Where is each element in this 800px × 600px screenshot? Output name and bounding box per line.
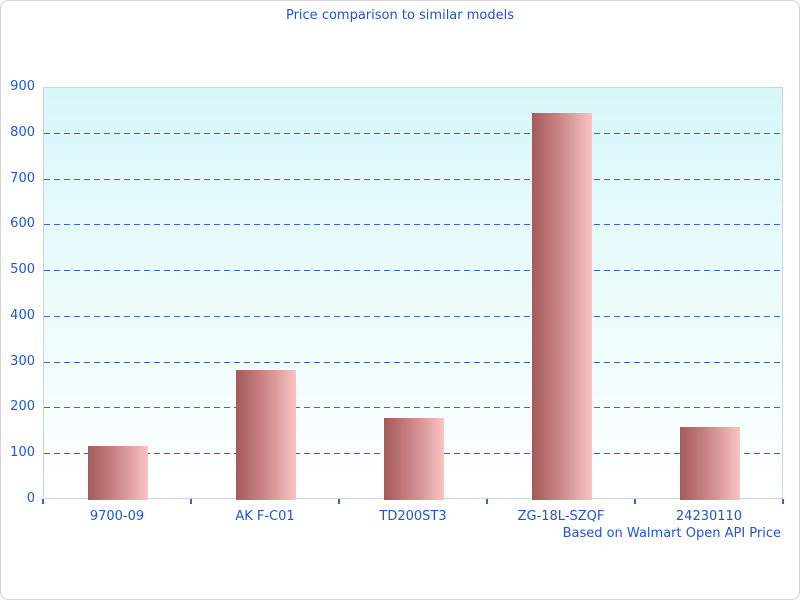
gridline bbox=[44, 132, 782, 134]
y-axis-tick-label: 800 bbox=[10, 124, 35, 140]
x-axis-tick-mark bbox=[338, 499, 340, 504]
gridline bbox=[44, 270, 782, 272]
x-axis-tick-mark bbox=[782, 499, 784, 504]
y-axis-tick-label: 100 bbox=[10, 445, 35, 461]
bar bbox=[680, 426, 740, 500]
y-axis-tick-label: 400 bbox=[10, 307, 35, 323]
gridline bbox=[44, 361, 782, 363]
x-axis-tick-mark bbox=[190, 499, 192, 504]
y-axis-tick-label: 200 bbox=[10, 399, 35, 415]
plot-area bbox=[43, 87, 783, 500]
x-axis-tick-mark bbox=[42, 499, 44, 504]
x-axis-category-label: TD200ST3 bbox=[379, 509, 447, 524]
gridline bbox=[44, 407, 782, 409]
bar bbox=[532, 113, 592, 500]
x-axis-tick-mark bbox=[634, 499, 636, 504]
y-axis-tick-label: 300 bbox=[10, 353, 35, 369]
x-axis-category-label: AK F-C01 bbox=[235, 509, 295, 524]
x-axis-category-label: ZG-18L-SZQF bbox=[517, 509, 605, 524]
gridline bbox=[44, 178, 782, 180]
chart-footnote: Based on Walmart Open API Price bbox=[562, 526, 781, 541]
bar bbox=[88, 445, 148, 500]
bar bbox=[236, 369, 296, 500]
y-axis-tick-label: 500 bbox=[10, 262, 35, 278]
gridline bbox=[44, 224, 782, 226]
x-axis-category-label: 9700-09 bbox=[89, 509, 145, 524]
x-axis-category-label: 24230110 bbox=[675, 509, 743, 524]
chart-title: Price comparison to similar models bbox=[285, 8, 515, 23]
bar bbox=[384, 418, 444, 500]
y-axis-tick-label: 0 bbox=[26, 491, 35, 506]
x-axis-tick-mark bbox=[486, 499, 488, 504]
y-axis-tick-label: 900 bbox=[10, 79, 35, 94]
y-axis-tick-label: 700 bbox=[10, 170, 35, 186]
y-axis-tick-label: 600 bbox=[10, 216, 35, 232]
gridline bbox=[44, 315, 782, 317]
